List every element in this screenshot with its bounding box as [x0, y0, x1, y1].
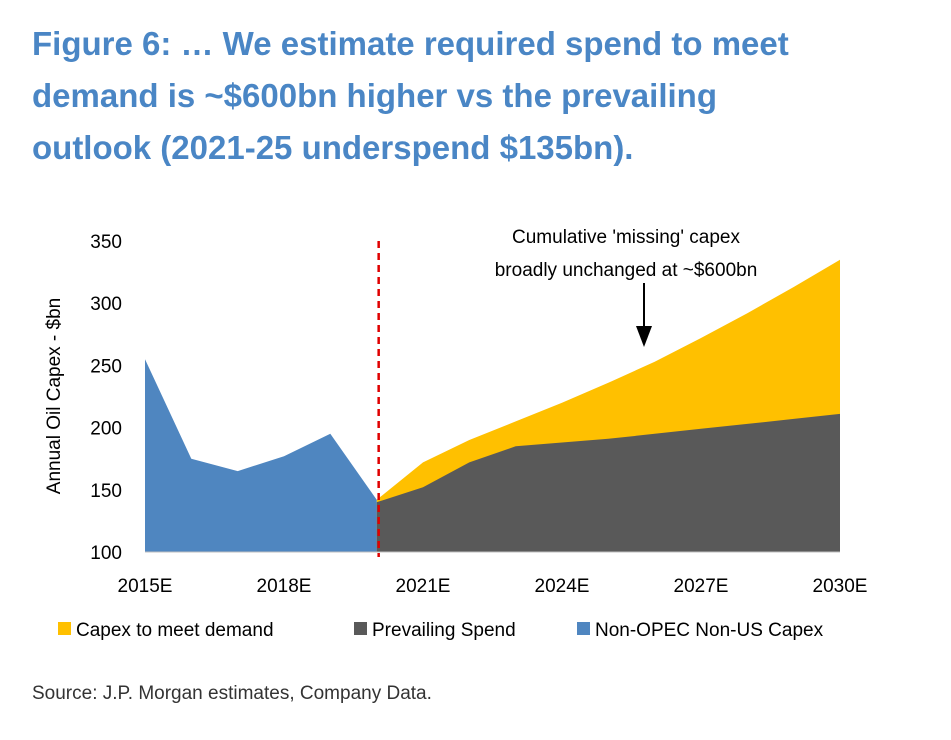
legend-label: Prevailing Spend — [372, 620, 516, 641]
annotation: Cumulative 'missing' capex broadly uncha… — [495, 227, 758, 347]
x-axis-ticks: 2015E 2018E 2021E 2024E 2027E 2030E — [118, 576, 868, 597]
y-axis-label: Annual Oil Capex - $bn — [44, 298, 65, 494]
x-tick-label: 2030E — [813, 576, 868, 597]
y-tick-label: 150 — [90, 481, 122, 502]
y-tick-label: 300 — [90, 294, 122, 315]
legend-label: Capex to meet demand — [76, 620, 274, 641]
legend-label: Non-OPEC Non-US Capex — [595, 620, 824, 641]
x-tick-label: 2027E — [674, 576, 729, 597]
annotation-arrow-head — [636, 326, 652, 347]
y-tick-label: 200 — [90, 419, 122, 440]
x-tick-label: 2015E — [118, 576, 173, 597]
y-tick-label: 350 — [90, 232, 122, 253]
plot-areas — [145, 259, 840, 552]
annotation-line: broadly unchanged at ~$600bn — [495, 260, 758, 281]
y-tick-label: 100 — [90, 543, 122, 564]
legend: Capex to meet demand Prevailing Spend Non-… — [58, 620, 824, 641]
non-opec-non-us-capex-area — [145, 359, 377, 552]
source-note: Source: J.P. Morgan estimates, Company D… — [32, 683, 432, 704]
figure-title: Figure 6: … We estimate required spend t… — [32, 18, 932, 174]
annotation-line: Cumulative 'missing' capex — [512, 227, 740, 248]
x-tick-label: 2018E — [257, 576, 312, 597]
x-tick-label: 2024E — [535, 576, 590, 597]
figure-title-line: Figure 6: … We estimate required spend t… — [32, 25, 789, 62]
y-axis-ticks: 100 150 200 250 300 350 — [90, 232, 122, 564]
legend-swatch — [577, 622, 590, 635]
figure-title-line: outlook (2021-25 underspend $135bn). — [32, 129, 634, 166]
legend-swatch — [354, 622, 367, 635]
y-tick-label: 250 — [90, 356, 122, 377]
figure-title-line: demand is ~$600bn higher vs the prevaili… — [32, 77, 717, 114]
legend-swatch — [58, 622, 71, 635]
x-tick-label: 2021E — [396, 576, 451, 597]
prevailing-spend-area — [376, 413, 840, 552]
